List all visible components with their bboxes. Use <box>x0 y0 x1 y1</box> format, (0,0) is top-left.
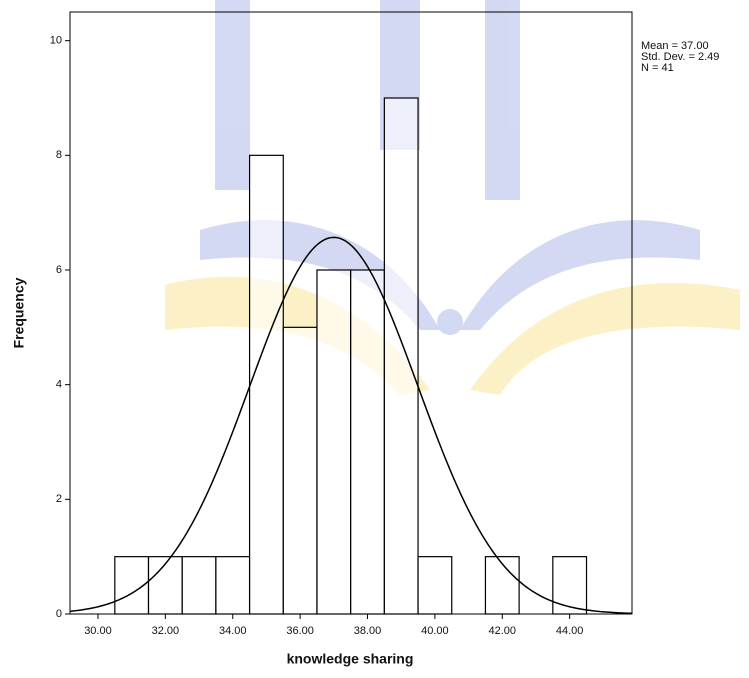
stats-annotation: N = 41 <box>641 62 674 74</box>
bar <box>147 556 183 615</box>
y-tick-label: 0 <box>56 608 62 620</box>
y-tick-label: 6 <box>56 264 62 276</box>
y-axis-title: Frequency <box>11 277 27 348</box>
bar <box>383 97 419 615</box>
x-tick-label: 30.00 <box>84 625 112 637</box>
bar <box>350 269 385 615</box>
y-tick-label: 4 <box>56 379 62 391</box>
bar <box>248 154 284 615</box>
stats-annotation: Std. Dev. = 2.49 <box>641 51 719 63</box>
normal-curve <box>69 236 633 615</box>
bar <box>316 269 352 615</box>
bar <box>417 556 453 615</box>
bar <box>282 326 318 615</box>
bar <box>552 556 588 615</box>
x-axis-title: knowledge sharing <box>287 651 414 667</box>
y-tick-label: 10 <box>50 35 62 47</box>
x-tick-label: 44.00 <box>556 625 584 637</box>
y-tick-label: 2 <box>56 493 62 505</box>
x-tick-label: 32.00 <box>152 625 180 637</box>
bar <box>215 556 251 615</box>
x-tick-label: 38.00 <box>354 625 382 637</box>
y-tick-label: 8 <box>56 149 62 161</box>
stats-annotation: Mean = 37.00 <box>641 40 709 52</box>
bar <box>181 556 217 615</box>
x-tick-label: 36.00 <box>286 625 314 637</box>
x-tick-label: 42.00 <box>489 625 517 637</box>
bar <box>484 556 520 615</box>
x-tick-label: 34.00 <box>219 625 247 637</box>
x-tick-label: 40.00 <box>421 625 449 637</box>
